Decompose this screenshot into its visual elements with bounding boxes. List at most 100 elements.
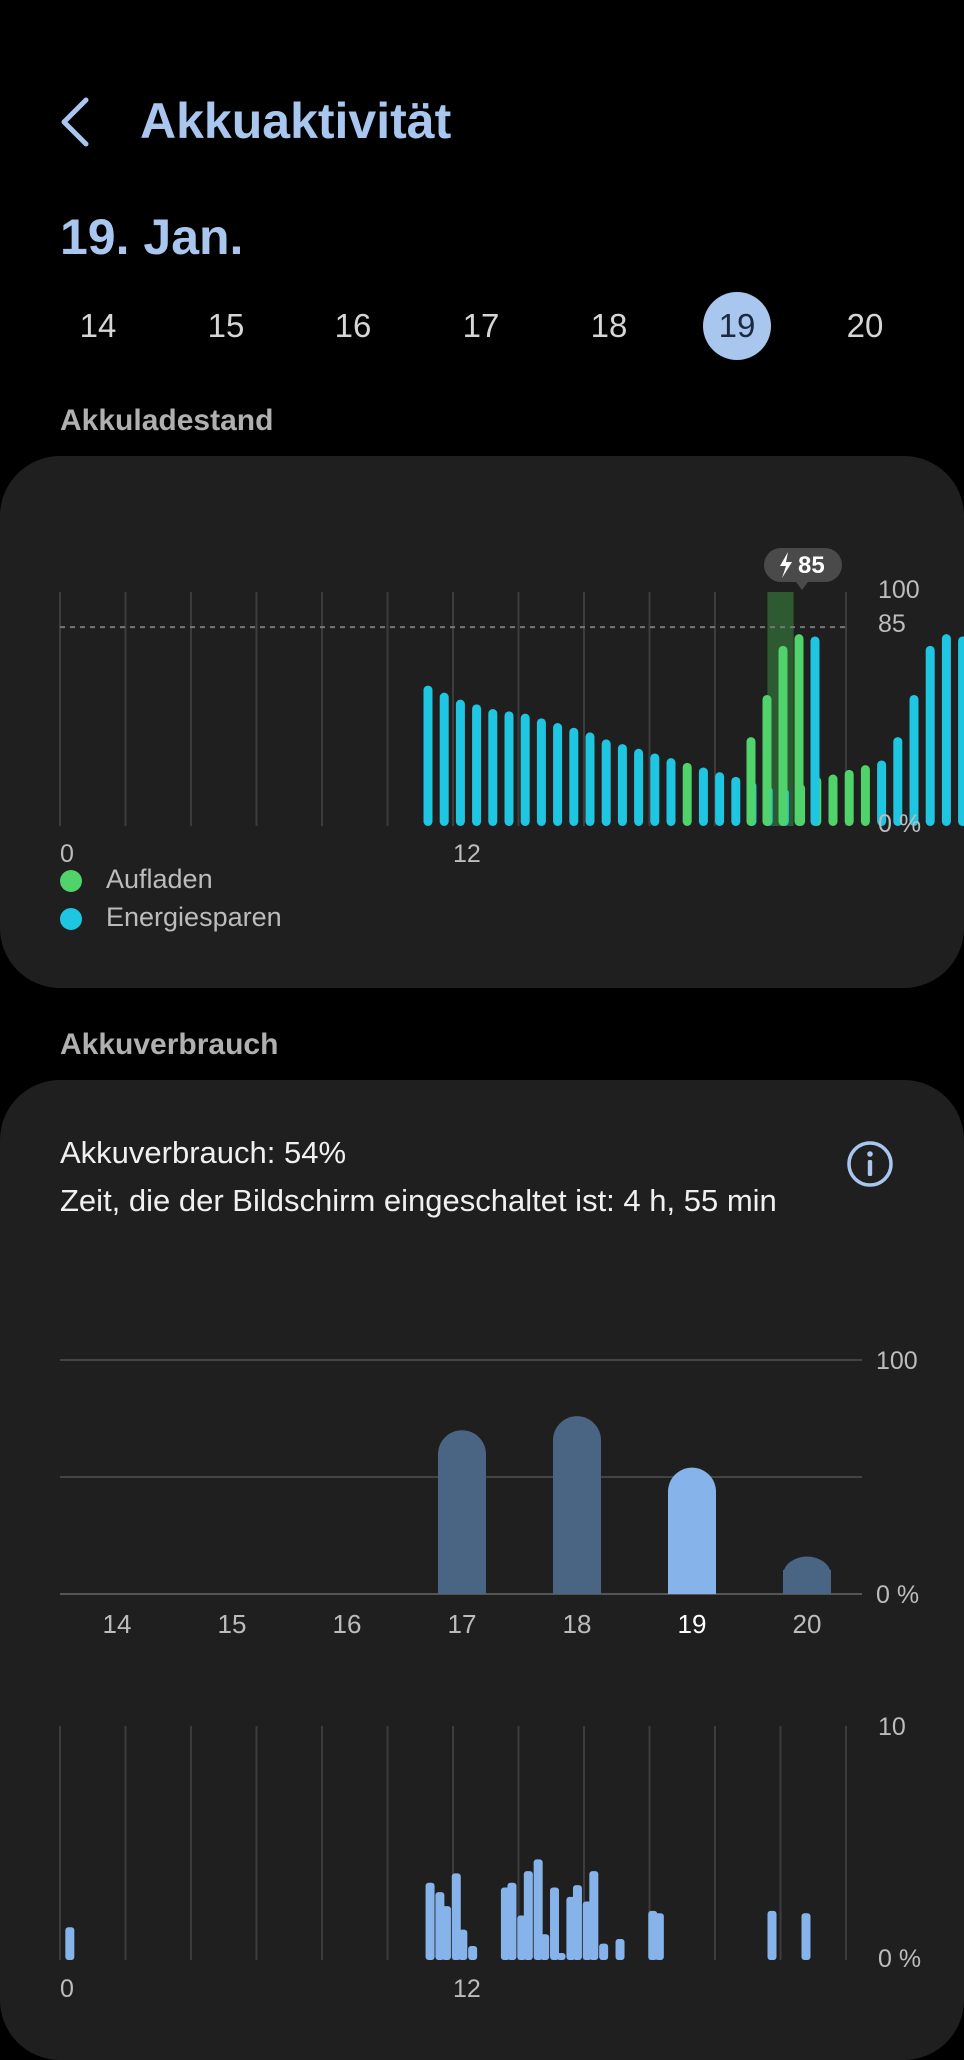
level-bar (942, 634, 951, 826)
level-bar (456, 700, 465, 826)
level-bar (553, 723, 562, 826)
level-bar (829, 775, 838, 826)
level-bar (779, 646, 788, 826)
hourly-bar (442, 1906, 451, 1960)
day-15[interactable]: 15 (192, 292, 260, 360)
level-bar (569, 728, 578, 826)
daily-bar-18 (553, 1416, 601, 1594)
level-bar (440, 693, 449, 826)
screen-on-time: Zeit, die der Bildschirm eingeschaltet i… (60, 1183, 777, 1219)
hourly-x-tick-0: 0 (60, 1975, 74, 2000)
level-bar (958, 636, 964, 826)
hourly-bar (768, 1911, 777, 1960)
tooltip-pointer (796, 582, 808, 590)
hourly-bar (589, 1871, 598, 1960)
page-title: Akkuaktivität (140, 92, 451, 150)
selected-date: 19. Jan. (60, 208, 243, 266)
level-bar (926, 646, 935, 826)
level-bar (811, 636, 820, 826)
tooltip-value: 85 (798, 552, 825, 579)
day-selector: 14 15 16 17 18 19 20 (36, 292, 932, 362)
charge-tooltip: 85 (764, 548, 842, 590)
battery-level-card: 85 100 85 0 % 0 12 Aufladen Energiespare… (0, 456, 964, 988)
y-tick-0: 0 % (878, 810, 921, 838)
legend-saving-label: Energiesparen (106, 902, 282, 933)
daily-y-tick-100: 100 (876, 1347, 918, 1375)
level-bar (488, 709, 497, 826)
level-bar (424, 686, 433, 826)
hourly-bar (573, 1885, 582, 1960)
level-bar (521, 714, 530, 826)
level-bar (731, 777, 740, 826)
battery-level-chart: 85 100 85 0 % 0 12 (0, 496, 964, 876)
level-bar (618, 744, 627, 826)
daily-x-label: 14 (103, 1609, 132, 1639)
battery-usage-heading: Akkuverbrauch (60, 1028, 278, 1062)
legend-charging-dot (60, 870, 82, 892)
level-bar (861, 765, 870, 826)
hourly-bar (540, 1934, 549, 1960)
legend-charging-label: Aufladen (106, 864, 213, 895)
x-tick-0: 0 (60, 840, 74, 868)
hourly-bar (468, 1946, 477, 1960)
legend-saving-dot (60, 908, 82, 930)
daily-bar-base (553, 1570, 601, 1594)
level-bars (424, 634, 964, 826)
x-tick-12: 12 (453, 840, 481, 868)
level-bar (586, 732, 595, 826)
battery-level-heading: Akkuladestand (60, 404, 273, 438)
level-bar (910, 695, 919, 826)
daily-y-tick-0: 0 % (876, 1581, 919, 1609)
hourly-bar (802, 1913, 811, 1960)
daily-x-labels: 14 15 16 17 18 19 20 (103, 1609, 822, 1639)
day-17[interactable]: 17 (447, 292, 515, 360)
hourly-y-tick-0: 0 % (878, 1945, 921, 1973)
hourly-bar (557, 1953, 566, 1960)
level-bar (472, 704, 481, 826)
level-bar (715, 772, 724, 826)
level-bar (845, 770, 854, 826)
daily-x-label: 19 (678, 1609, 707, 1639)
hourly-bar (550, 1887, 559, 1960)
daily-x-label: 17 (448, 1609, 477, 1639)
y-tick-85: 85 (878, 610, 906, 638)
daily-bar-base (438, 1570, 486, 1594)
level-bar (747, 737, 756, 826)
daily-bars (438, 1416, 831, 1594)
level-bar (667, 758, 676, 826)
daily-bar-base (668, 1570, 716, 1594)
daily-bar-17 (438, 1430, 486, 1594)
day-16[interactable]: 16 (319, 292, 387, 360)
usage-percentage: Akkuverbrauch: 54% (60, 1135, 346, 1171)
hourly-bar (599, 1944, 608, 1960)
hourly-bars (65, 1859, 810, 1960)
level-bar (795, 634, 804, 826)
day-20[interactable]: 20 (831, 292, 899, 360)
hourly-usage-chart: 10 0 % 0 12 (0, 1710, 964, 2000)
day-19-selected[interactable]: 19 (703, 292, 771, 360)
level-bar (650, 753, 659, 826)
level-bar (763, 695, 772, 826)
back-icon[interactable] (56, 96, 96, 148)
hourly-bar (458, 1930, 467, 1960)
hourly-bar (655, 1913, 664, 1960)
hourly-bar (426, 1883, 435, 1960)
daily-usage-chart: 14 15 16 17 18 19 20 100 0 % (0, 1340, 964, 1640)
level-bar (537, 718, 546, 826)
day-14[interactable]: 14 (64, 292, 132, 360)
daily-x-label: 20 (793, 1609, 822, 1639)
day-18[interactable]: 18 (575, 292, 643, 360)
y-tick-100: 100 (878, 576, 920, 604)
hourly-bar (507, 1883, 516, 1960)
hourly-bar (65, 1927, 74, 1960)
info-icon[interactable] (846, 1140, 894, 1188)
daily-bar-base (783, 1570, 831, 1594)
hourly-bar (524, 1871, 533, 1960)
level-bar (602, 739, 611, 826)
hourly-y-tick-10: 10 (878, 1713, 906, 1741)
daily-x-label: 18 (563, 1609, 592, 1639)
daily-x-label: 15 (218, 1609, 247, 1639)
level-bar (699, 768, 708, 827)
hourly-bar (616, 1939, 625, 1960)
daily-x-label: 16 (333, 1609, 362, 1639)
